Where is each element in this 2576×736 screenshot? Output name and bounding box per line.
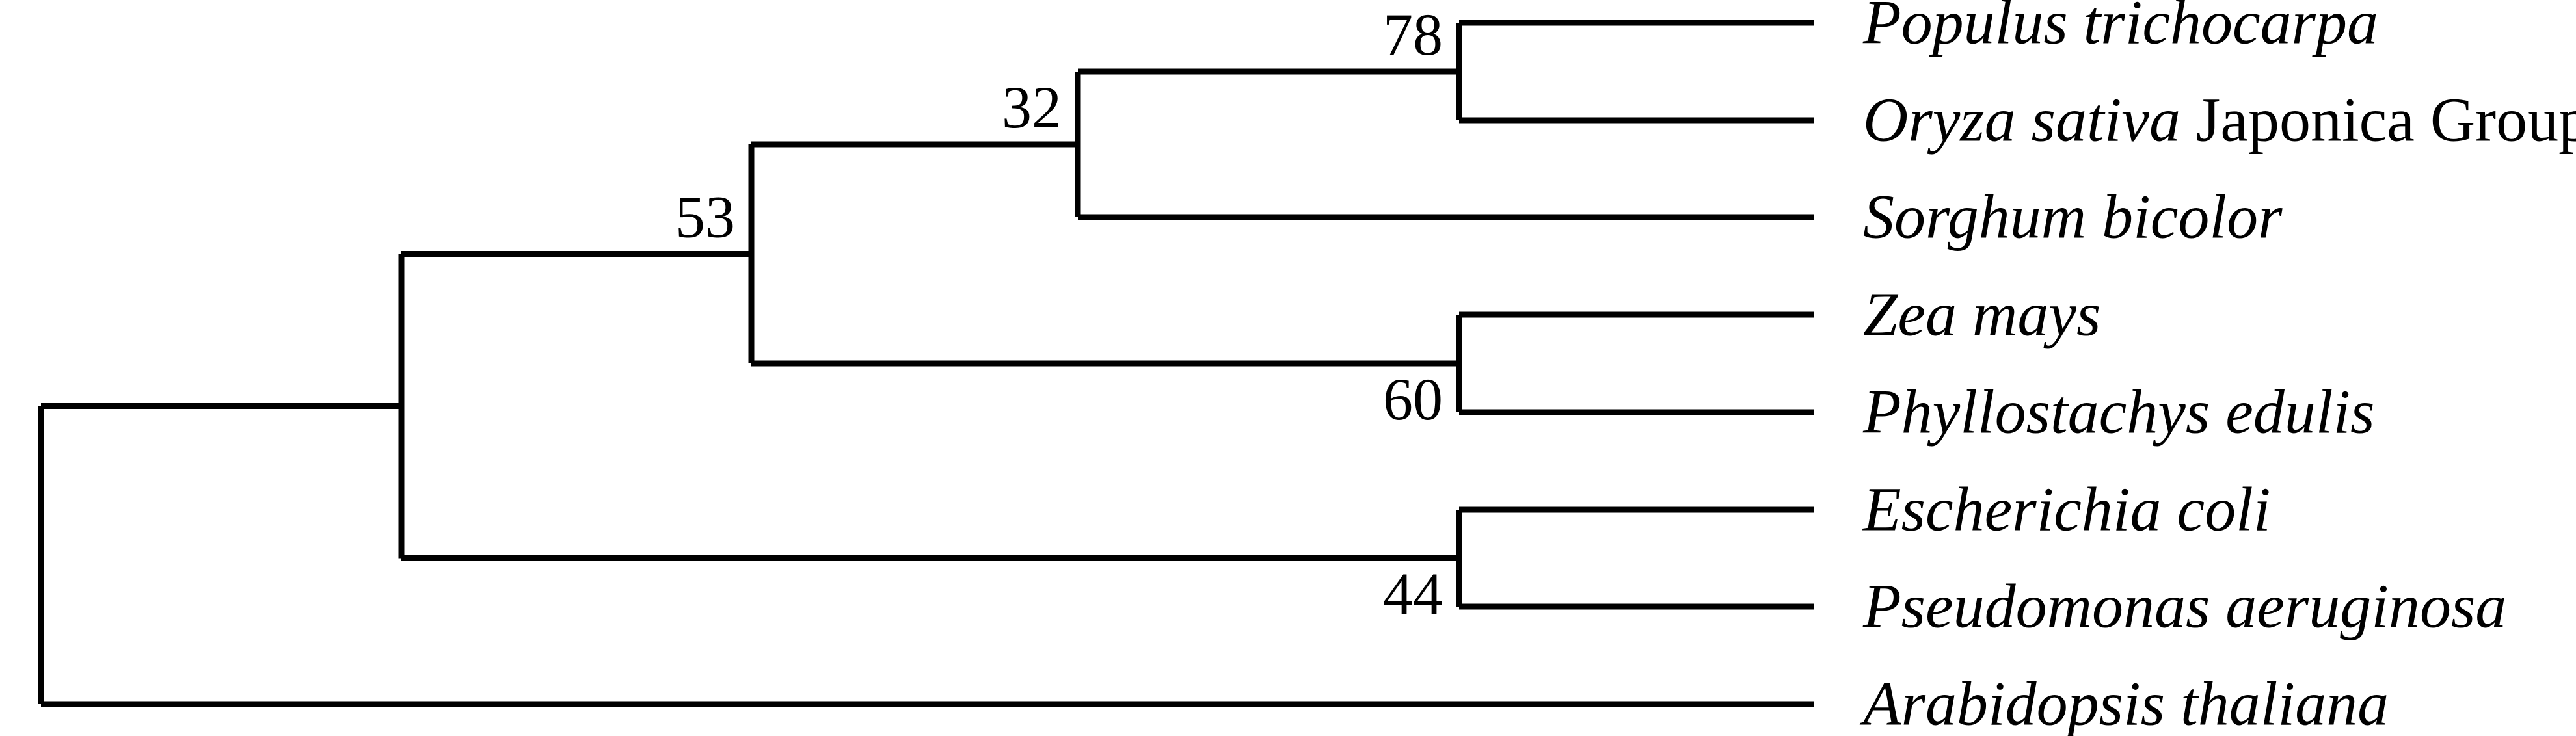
svg-text:53: 53 (675, 184, 735, 250)
svg-text:60: 60 (1383, 366, 1443, 432)
svg-text:Pseudomonas aeruginosa: Pseudomonas aeruginosa (1862, 572, 2506, 641)
svg-text:Oryza sativa Japonica Group: Oryza sativa Japonica Group (1863, 85, 2576, 155)
svg-text:Zea mays: Zea mays (1863, 280, 2100, 349)
svg-text:Arabidopsis thaliana: Arabidopsis thaliana (1859, 669, 2389, 736)
svg-text:32: 32 (1002, 74, 1062, 140)
svg-text:Populus trichocarpa: Populus trichocarpa (1862, 0, 2378, 57)
svg-text:Escherichia coli: Escherichia coli (1862, 475, 2270, 544)
svg-text:78: 78 (1383, 1, 1443, 68)
svg-text:Phyllostachys edulis: Phyllostachys edulis (1862, 377, 2375, 447)
svg-text:44: 44 (1383, 561, 1443, 627)
svg-text:Sorghum bicolor: Sorghum bicolor (1863, 182, 2283, 252)
